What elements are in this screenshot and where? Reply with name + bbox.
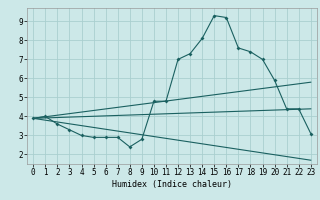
X-axis label: Humidex (Indice chaleur): Humidex (Indice chaleur) xyxy=(112,180,232,189)
